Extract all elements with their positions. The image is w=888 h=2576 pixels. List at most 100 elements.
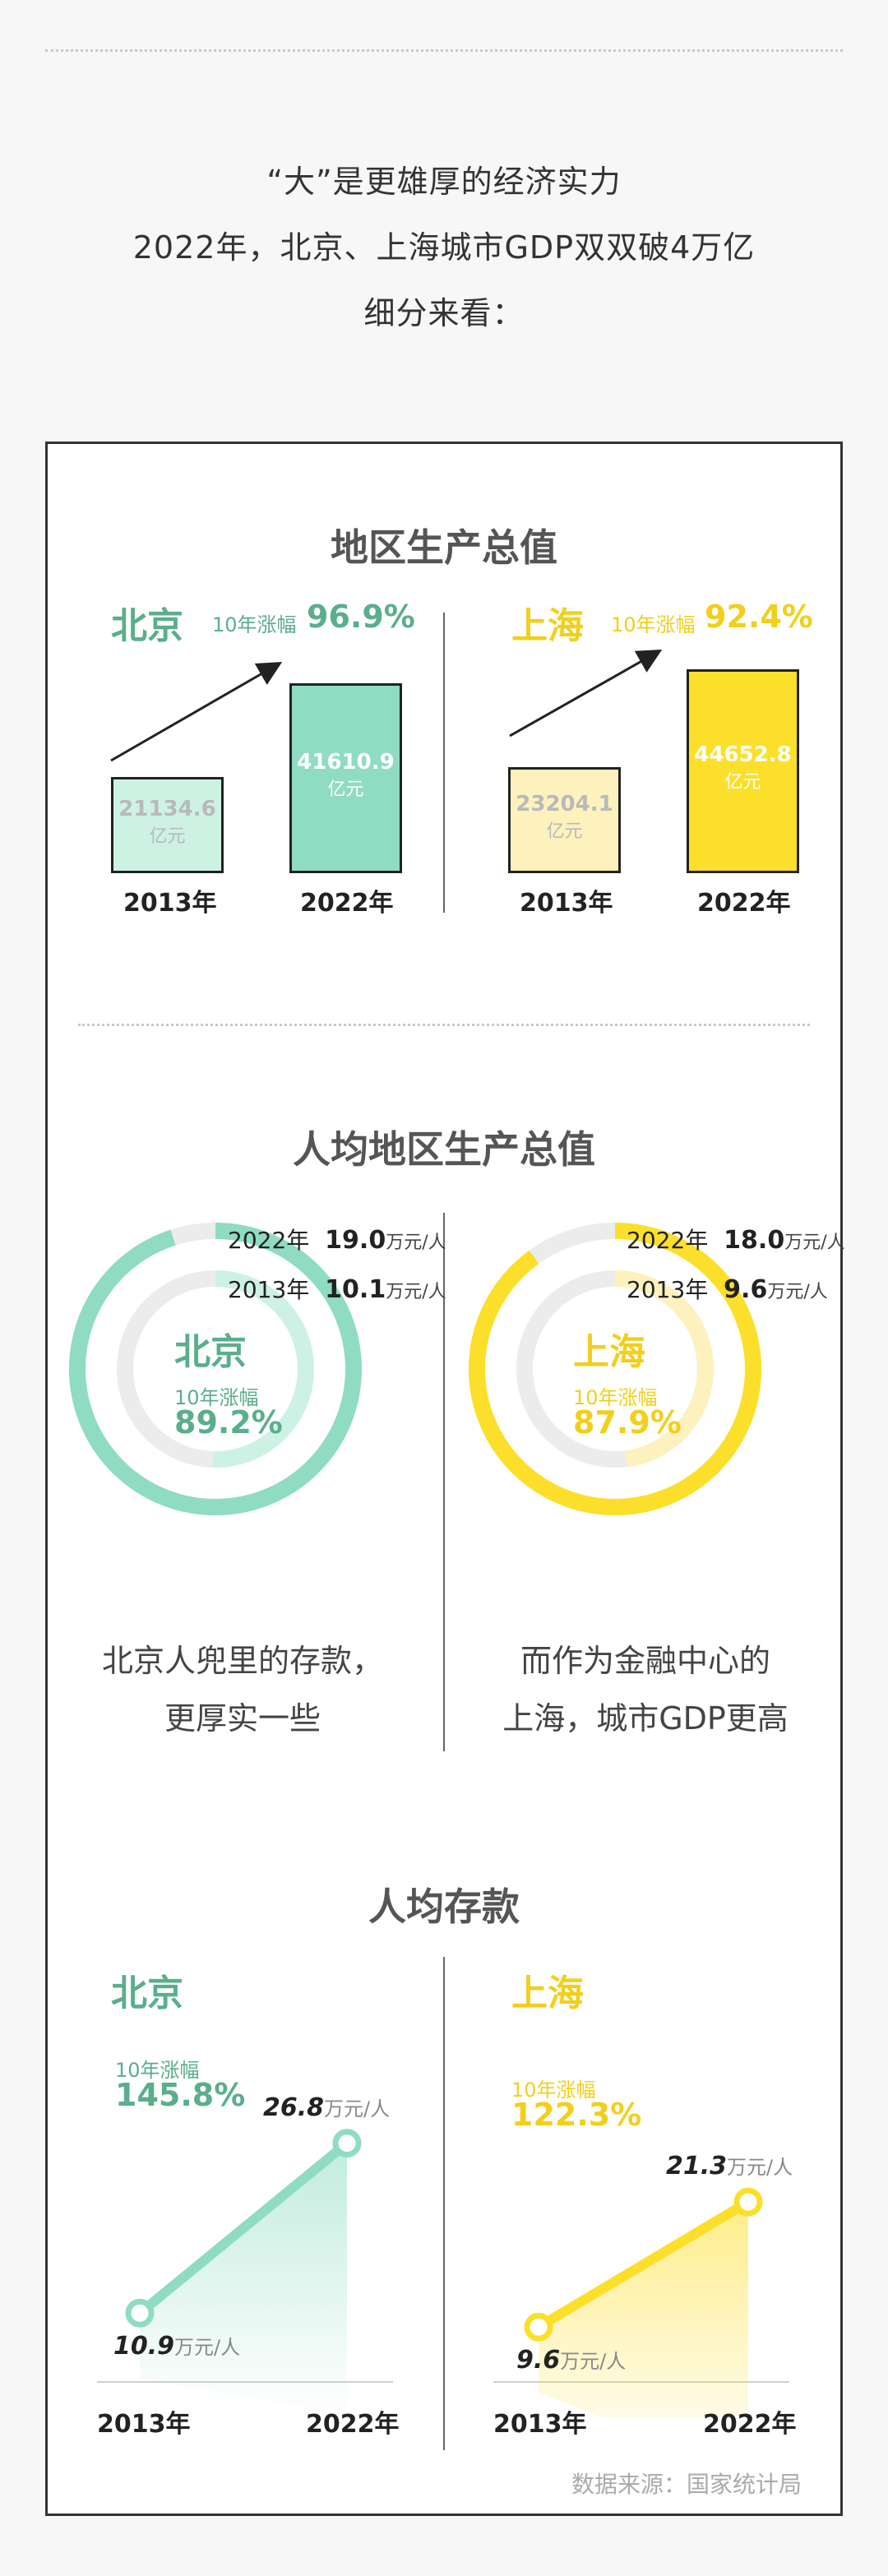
s2-rings: [69, 1223, 761, 1515]
s2-beijing-unit-2013: 万元/人: [386, 1282, 446, 1302]
s3-beijing-growth-value: 145.8%: [115, 2077, 246, 2113]
s1-beijing-city: 北京: [111, 605, 183, 647]
s3-shanghai-point-2022: [733, 2187, 763, 2217]
section3-title: 人均存款: [368, 1885, 520, 1929]
s3-shanghai-value-2013: 9.6: [516, 2346, 561, 2375]
s2-shanghai-year-2022: 2022年: [627, 1227, 709, 1254]
section1-title: 地区生产总值: [331, 525, 557, 570]
s2-shanghai-value-2022: 18.0: [724, 1226, 785, 1255]
s2-quote-right: 而作为金融中心的 上海，城市GDP更高: [460, 1632, 830, 1747]
s1-beijing-value-2022: 41610.9: [297, 749, 395, 775]
s3-shanghai-label-2013: 9.6万元/人: [516, 2345, 626, 2375]
section3-divider: [443, 1957, 445, 2450]
s2-shanghai-unit-2013: 万元/人: [767, 1282, 828, 1302]
s2-beijing-ring-2022: [69, 1223, 362, 1515]
s3-beijing-point-2013: [125, 2298, 155, 2328]
s3-shanghai-value-2022: 21.3: [666, 2152, 728, 2181]
s2-beijing-value-2022: 19.0: [325, 1226, 386, 1255]
s2-beijing-city: 北京: [174, 1331, 247, 1373]
s1-beijing-bar-2013: 21134.6 亿元: [111, 777, 224, 873]
s3-beijing-line: [135, 2138, 352, 2319]
s2-shanghai-ring-2022: [469, 1223, 761, 1515]
s2-shanghai-city: 上海: [573, 1331, 645, 1373]
s3-beijing-point-2022: [332, 2129, 362, 2158]
s3-shanghai-unit-2013: 万元/人: [560, 2350, 627, 2374]
s3-beijing-label-2022: 26.8万元/人: [263, 2093, 390, 2122]
s3-beijing-area: [140, 2143, 347, 2415]
s1-arrows: [110, 650, 663, 762]
s2-beijing-year-2013: 2013年: [228, 1276, 310, 1303]
s3-shanghai-point-2013: [524, 2312, 553, 2342]
s2-shanghai-growth-value: 87.9%: [573, 1404, 682, 1441]
section1-divider: [443, 613, 445, 913]
data-source: 数据来源：国家统计局: [571, 2471, 802, 2498]
s2-shanghai-value-2013: 9.6: [724, 1275, 768, 1304]
s3-shanghai-city: 上海: [511, 1972, 584, 2014]
s1-shanghai-bar-2013: 23204.1 亿元: [508, 767, 621, 873]
s3-shanghai-growth-value: 122.3%: [511, 2097, 642, 2133]
s3-shanghai-line: [534, 2197, 753, 2333]
s1-shanghai-value-2013: 23204.1: [516, 791, 613, 816]
intro-line-1: “大”是更雄厚的经济实力: [266, 164, 622, 200]
s2-shanghai-year-2013: 2013年: [627, 1276, 709, 1303]
s1-beijing-arrow: [110, 662, 283, 762]
s3-beijing-growth-label: 10年涨幅: [115, 2059, 200, 2082]
s1-shanghai-year-2022: 2022年: [697, 889, 791, 918]
s3-beijing-value-2022: 26.8: [263, 2093, 325, 2122]
s1-shanghai-city: 上海: [511, 605, 584, 647]
s1-beijing-unit-2013: 亿元: [149, 826, 186, 847]
s2-quote-right-line1: 而作为金融中心的: [520, 1643, 770, 1679]
s2-shanghai-label-2022: 2022年 18.0万元/人: [627, 1223, 845, 1256]
s1-shanghai-year-2013: 2013年: [520, 889, 613, 918]
s2-beijing-label-2013: 2013年 10.1万元/人: [228, 1272, 446, 1305]
s3-beijing-year-2013: 2013年: [97, 2410, 191, 2439]
s3-beijing-unit-2022: 万元/人: [324, 2097, 391, 2120]
s1-beijing-bar-2022: 41610.9 亿元: [289, 683, 402, 873]
s2-shanghai-unit-2022: 万元/人: [784, 1233, 845, 1253]
s3-shanghai-year-2013: 2013年: [493, 2410, 587, 2439]
top-divider: [45, 49, 843, 52]
s2-shanghai-growth-label: 10年涨幅: [573, 1386, 658, 1409]
s1-shanghai-value-2022: 44652.8: [694, 742, 792, 767]
s1-beijing-year-2022: 2022年: [300, 889, 394, 918]
section2-divider: [443, 1213, 445, 1751]
s1-beijing-growth-value: 96.9%: [307, 599, 415, 635]
s2-beijing-ring-2013: [117, 1270, 314, 1468]
s2-beijing-label-2022: 2022年 19.0万元/人: [228, 1223, 446, 1256]
s3-shanghai-year-2022: 2022年: [703, 2410, 797, 2439]
s3-beijing-unit-2013: 万元/人: [174, 2336, 241, 2360]
s3-beijing-city: 北京: [111, 1972, 183, 2014]
s1-shanghai-unit-2022: 亿元: [724, 772, 761, 793]
s2-beijing-value-2013: 10.1: [325, 1275, 386, 1304]
section2-title: 人均地区生产总值: [293, 1127, 595, 1172]
s2-beijing-unit-2022: 万元/人: [386, 1233, 446, 1253]
intro-line-3: 细分来看：: [363, 295, 525, 331]
s1-shanghai-bar-2022: 44652.8 亿元: [687, 669, 799, 873]
s1-shanghai-growth-label: 10年涨幅: [611, 613, 696, 636]
s1-shanghai-growth-value: 92.4%: [705, 599, 813, 635]
s2-quote-right-line2: 上海，城市GDP更高: [502, 1700, 789, 1737]
s2-quote-left: 北京人兜里的存款， 更厚实一些: [58, 1632, 428, 1747]
s3-shanghai-label-2022: 21.3万元/人: [666, 2151, 793, 2181]
s1-beijing-growth-label: 10年涨幅: [212, 613, 297, 636]
s3-beijing-year-2022: 2022年: [306, 2410, 400, 2439]
s2-beijing-growth-value: 89.2%: [174, 1404, 283, 1441]
s2-shanghai-ring-2013: [516, 1270, 714, 1468]
s1-shanghai-arrow: [509, 650, 663, 738]
s3-shanghai-area: [539, 2202, 748, 2417]
s3-lines: [97, 2129, 789, 2417]
s3-beijing-label-2013: 10.9万元/人: [113, 2331, 240, 2361]
s2-shanghai-label-2013: 2013年 9.6万元/人: [627, 1272, 828, 1305]
s1-beijing-unit-2022: 亿元: [327, 779, 364, 800]
s2-quote-left-line1: 北京人兜里的存款，: [101, 1643, 383, 1679]
intro-line-2: 2022年，北京、上海城市GDP双双破4万亿: [132, 229, 756, 266]
s3-shanghai-unit-2022: 万元/人: [727, 2156, 793, 2180]
s2-quote-left-line2: 更厚实一些: [164, 1700, 321, 1737]
s1-shanghai-unit-2013: 亿元: [546, 821, 583, 842]
section-divider: [78, 1024, 810, 1026]
s1-beijing-year-2013: 2013年: [123, 889, 217, 918]
s2-beijing-growth-label: 10年涨幅: [174, 1386, 259, 1409]
s2-beijing-year-2022: 2022年: [228, 1227, 310, 1254]
s1-beijing-value-2013: 21134.6: [118, 796, 216, 821]
s3-shanghai-growth-label: 10年涨幅: [511, 2079, 596, 2102]
